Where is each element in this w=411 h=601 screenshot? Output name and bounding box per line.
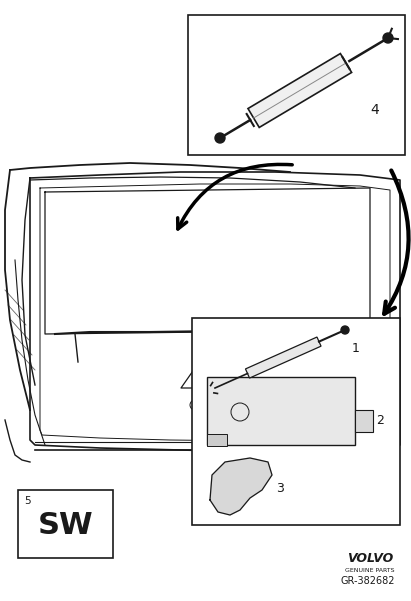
Polygon shape [248,53,352,127]
Bar [188,15,405,155]
Text: 1: 1 [352,341,360,355]
Text: GR-382682: GR-382682 [341,576,395,586]
Text: VOLVO: VOLVO [347,552,393,564]
Circle shape [215,133,225,143]
Text: 3: 3 [276,481,284,495]
Circle shape [383,33,393,43]
Text: 4: 4 [370,103,379,117]
Text: 2: 2 [376,415,384,427]
Circle shape [341,326,349,334]
Bar [355,410,373,432]
Polygon shape [245,337,321,378]
Bar [18,490,113,558]
Polygon shape [210,458,272,515]
Bar [207,434,227,446]
Text: SW: SW [38,511,93,540]
Bar [207,377,355,445]
Text: 5: 5 [24,496,31,506]
Text: GENUINE PARTS: GENUINE PARTS [345,567,395,573]
Bar [192,318,400,525]
